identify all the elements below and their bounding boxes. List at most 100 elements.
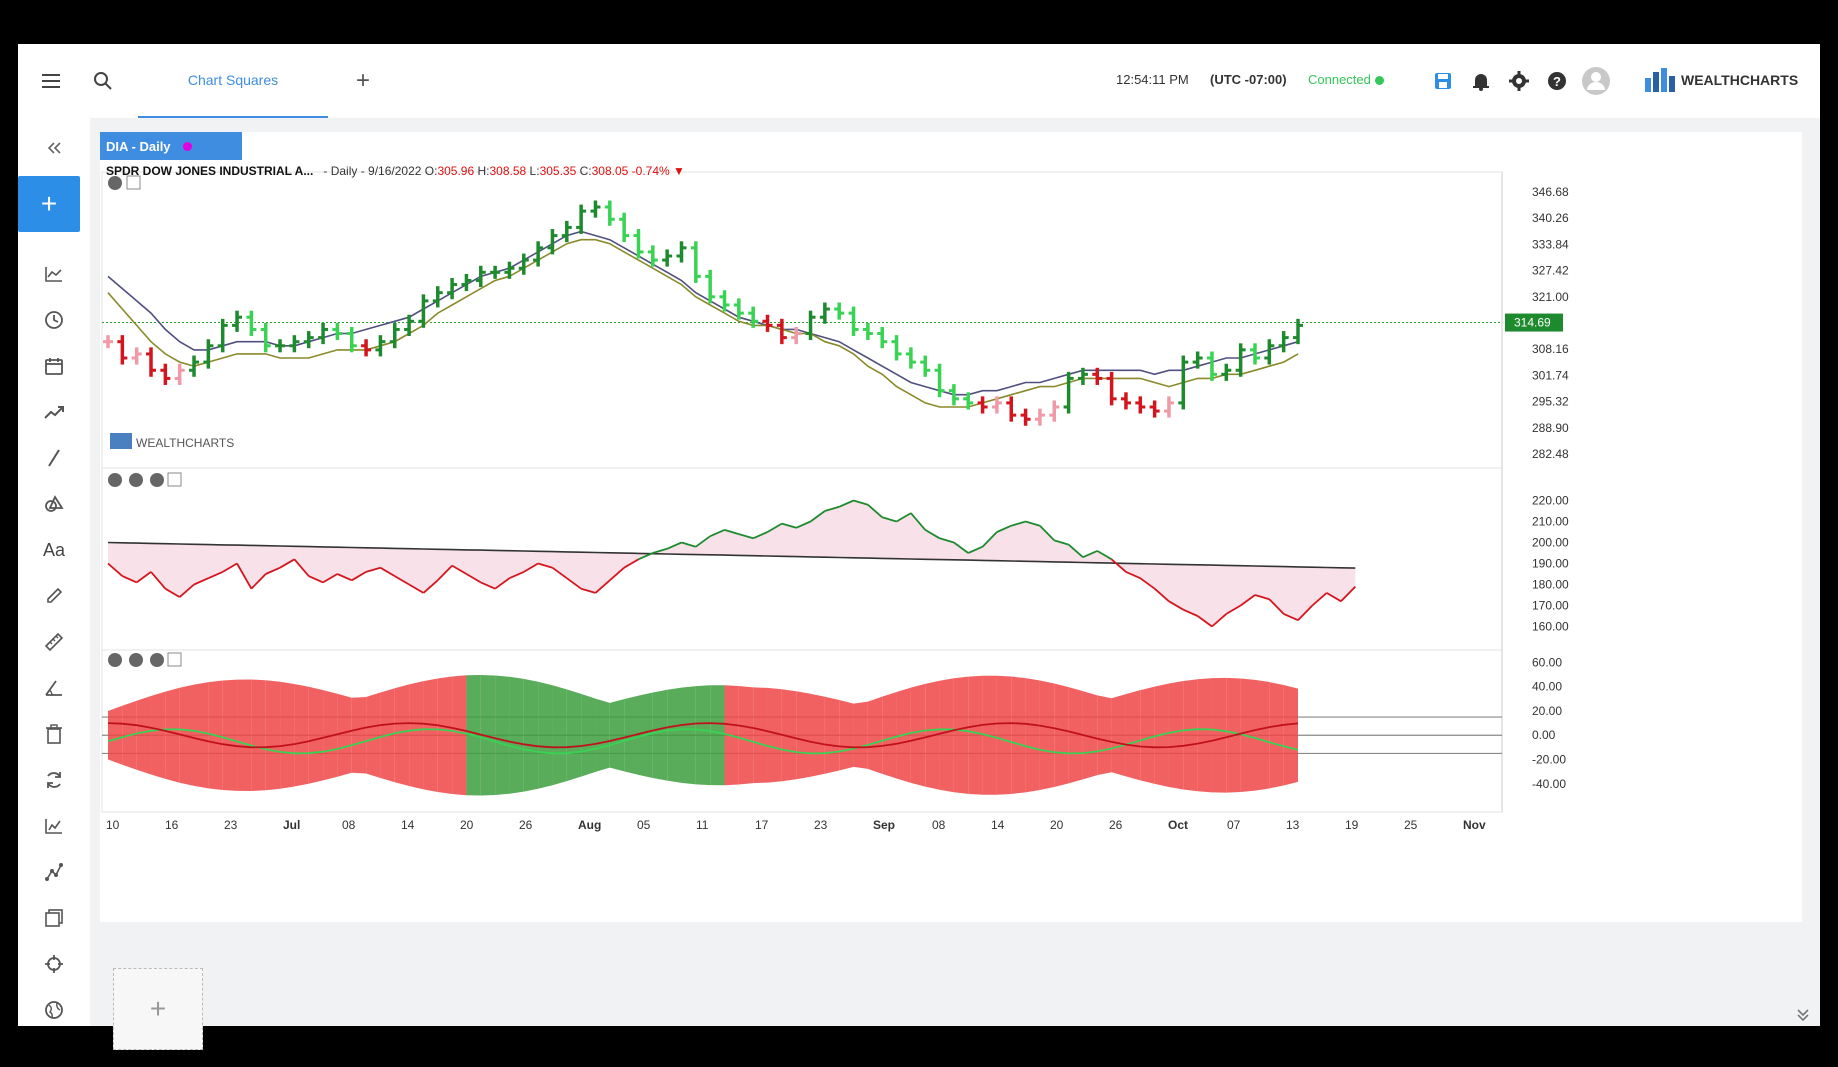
add-tab-button[interactable]: +	[355, 67, 370, 94]
move-pane-down-icon	[129, 473, 143, 487]
indicator1-segment	[1054, 539, 1069, 546]
date-axis-label: Sep	[873, 818, 895, 832]
price-tick-label: 321.00	[1532, 290, 1569, 304]
indicator2-cloud-segment	[681, 686, 696, 785]
indicator2-cloud-segment	[882, 691, 897, 779]
indicator1-segment	[767, 522, 783, 533]
calendar-icon[interactable]	[18, 346, 90, 386]
date-axis-label: 26	[519, 818, 533, 832]
chart-tab[interactable]: DIA - Daily	[100, 132, 242, 160]
chart-canvas[interactable]: 346.68 340.26 333.84 327.42 321.00 308.16 301.…	[100, 132, 1802, 922]
price-tick-label: 295.32	[1532, 395, 1569, 409]
indicator1-segment	[1283, 613, 1299, 622]
chart-type-icon[interactable]	[18, 254, 90, 294]
date-axis-label: 05	[637, 818, 651, 832]
indicator2-cloud-segment	[939, 678, 954, 793]
indicator1-segment	[451, 564, 467, 575]
svg-text:?: ?	[1553, 74, 1561, 89]
line-tool-icon[interactable]	[18, 438, 90, 478]
crosshair-icon[interactable]	[18, 944, 90, 984]
indicator2-cloud-segment	[136, 695, 152, 775]
refresh-icon[interactable]	[18, 760, 90, 800]
indicator2-cloud-segment	[394, 684, 410, 787]
high-label: H:	[477, 164, 490, 178]
indicator2-cloud-segment	[595, 698, 610, 772]
node-path-icon[interactable]	[18, 852, 90, 892]
indicator2-cloud-segment	[452, 675, 467, 796]
add-layout-button[interactable]: +	[113, 968, 203, 1050]
indicator2-cloud-segment	[1039, 680, 1055, 790]
indicator2-cloud-segment	[968, 675, 983, 795]
trash-icon[interactable]	[18, 714, 90, 754]
price-tick-label: 333.84	[1532, 237, 1569, 251]
add-drawing-button[interactable]: +	[18, 176, 80, 232]
left-toolbar: + Aa	[18, 118, 91, 1026]
indicator2-cloud-segment	[796, 691, 811, 780]
date-axis-label: 23	[224, 818, 238, 832]
clock-icon[interactable]	[18, 300, 90, 340]
indicator1-segment	[1096, 550, 1113, 561]
text-tool-icon[interactable]: Aa	[42, 539, 66, 560]
collapse-down-icon[interactable]	[1796, 1008, 1810, 1027]
indicator2-cloud-segment	[609, 699, 625, 772]
user-avatar-icon[interactable]	[1578, 66, 1614, 96]
indicator2-cloud-segment	[1111, 694, 1126, 777]
alert-bell-icon[interactable]	[1466, 66, 1496, 96]
indicator2-cloud-segment	[165, 687, 180, 783]
indicator1-tick-label: 160.00	[1532, 620, 1569, 634]
indicator2-cloud-segment	[1254, 679, 1270, 791]
pencil-icon[interactable]	[18, 576, 90, 616]
indicator1-segment	[1197, 615, 1213, 628]
indicator1-segment	[222, 562, 238, 573]
indicator2-cloud-segment	[853, 701, 868, 769]
brand-logo: WEALTHCHARTS	[1643, 66, 1798, 94]
indicator1-segment	[308, 575, 324, 584]
help-icon[interactable]: ?	[1542, 66, 1572, 96]
date-axis-label: 20	[1050, 818, 1064, 832]
indicator2-cloud-segment	[996, 675, 1012, 795]
indicator2-tick-label: -20.00	[1532, 753, 1566, 767]
settings-gear-icon[interactable]	[1504, 66, 1534, 96]
indicator2-cloud-segment	[867, 696, 883, 774]
indicator2-cloud-segment	[194, 682, 209, 789]
shapes-tool-icon[interactable]	[18, 484, 90, 524]
indicator1-segment	[1039, 525, 1055, 542]
indicator1-segment	[1139, 577, 1156, 590]
chart-tab-label: DIA - Daily	[106, 138, 171, 154]
indicator1-segment	[465, 573, 482, 584]
indicator2-cloud-segment	[294, 683, 309, 787]
menu-icon[interactable]	[36, 66, 66, 96]
save-icon[interactable]	[1428, 66, 1458, 96]
price-tick-label: 308.16	[1532, 342, 1569, 356]
layers-icon[interactable]	[18, 898, 90, 938]
date-axis-label: 07	[1227, 818, 1241, 832]
indicator1-baseline	[107, 541, 1356, 569]
indicator2-cloud-segment	[108, 705, 123, 765]
globe-icon[interactable]	[18, 990, 90, 1030]
indicator1-segment	[480, 581, 496, 590]
indicator1-segment	[136, 571, 152, 584]
indicator1-segment	[150, 571, 167, 590]
trend-icon[interactable]	[18, 392, 90, 432]
indicator1-tick-label: 200.00	[1532, 536, 1569, 550]
change-down-icon: ▼	[673, 164, 685, 178]
indicator1-segment	[1111, 558, 1127, 573]
last-price-label: 314.69	[1514, 316, 1551, 330]
ruler-icon[interactable]	[18, 622, 90, 662]
indicator1-segment	[824, 505, 840, 512]
chart-panel[interactable]: 346.68 340.26 333.84 327.42 321.00 308.16 301.…	[100, 132, 1802, 922]
indicator1-segment	[1311, 592, 1328, 607]
indicator2-cloud-segment	[366, 692, 381, 778]
indicators-icon[interactable]	[18, 806, 90, 846]
indicator1-segment	[853, 499, 869, 506]
last-price-tag	[1505, 313, 1563, 332]
indicator1-segment	[953, 541, 969, 554]
collapse-sidebar-icon[interactable]	[18, 128, 90, 168]
measure-angle-icon[interactable]	[18, 668, 90, 708]
tab-chart-squares[interactable]: Chart Squares	[138, 44, 328, 120]
indicator2-cloud-segment	[781, 689, 797, 782]
search-icon[interactable]	[88, 66, 118, 96]
indicator2-cloud-segment	[538, 681, 553, 789]
date-axis-label: 10	[106, 818, 120, 832]
date-axis-label: Nov	[1463, 818, 1486, 832]
